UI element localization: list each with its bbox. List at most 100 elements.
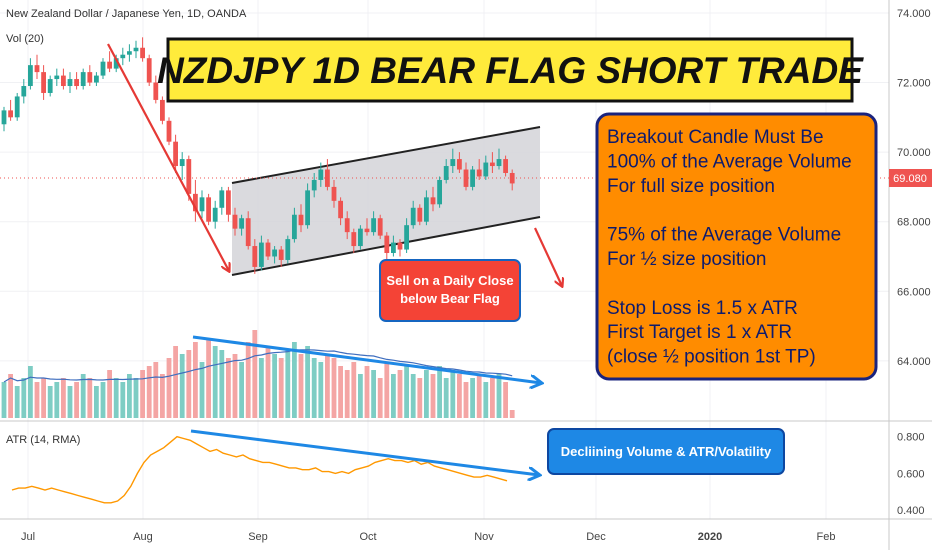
flag-upper-line [231,126,541,184]
sell-box [379,259,521,322]
volume-bar [377,378,383,418]
candle [417,204,423,226]
candle [305,183,310,229]
info-line: 100% of the Average Volume [607,151,852,172]
time-tick-label: Oct [359,531,376,543]
candle [160,96,165,125]
volume-bar [67,386,73,418]
volume-bar [443,378,449,418]
candle [80,68,86,90]
volume-bar [305,346,310,418]
volume-bar [61,378,66,418]
candle [318,162,324,187]
atr-tick-label: 0.600 [897,468,925,480]
volume-bar [146,366,152,418]
candle [193,179,198,222]
candle [463,162,469,191]
volume-bar [199,362,205,418]
volume-bar [87,378,93,418]
candle [496,148,502,170]
declining-box [547,428,785,475]
info-box [595,112,878,381]
candle [292,207,297,243]
candle [272,246,277,264]
volume-bar [47,386,53,418]
symbol-label: New Zealand Dollar / Japanese Yen, 1D, O… [6,8,247,20]
volume-bar [318,362,324,418]
candle [47,75,53,97]
candle [371,211,376,236]
time-tick-label: Aug [133,531,153,543]
sell-line-2: below Bear Flag [400,291,500,306]
candle [120,47,126,66]
volume-bar [325,354,330,418]
title-box [166,37,854,103]
candle [437,176,442,208]
candle [179,152,185,180]
volume-bar [1,382,7,418]
candle [21,79,27,104]
price-tick-label: 72.000 [897,78,931,90]
candle [1,106,7,132]
volume-bar [186,350,192,418]
info-line: Breakout Candle Must Be [607,127,824,148]
volume-bar [100,382,106,418]
volume-bar [245,342,251,418]
volume-bar [457,374,462,418]
candle [100,58,106,80]
volume-bar [338,366,343,418]
volume-bar [424,370,429,418]
last-price-tag [889,169,932,187]
candle [140,37,145,62]
volume-bar [173,346,178,418]
sell-line-1: Sell on a Daily Close [386,273,513,288]
candle [351,228,357,254]
atr-line [11,435,508,504]
volume-bar [54,382,60,418]
candle [397,239,403,257]
volume-bar [384,362,390,418]
info-line: Stop Loss is 1.5 x ATR [607,298,798,319]
candle [34,54,40,80]
info-line: For full size position [607,176,775,197]
candle [384,232,390,260]
candle [298,204,304,233]
candle [87,65,93,87]
candles [1,37,515,274]
volume-bar [404,366,409,418]
time-tick-label: Jul [21,531,35,543]
time-tick-label: 2020 [698,531,722,543]
info-line: (close ½ position 1st TP) [607,347,816,368]
candle [404,218,409,254]
price-tick-label: 70.000 [897,147,931,159]
candle [311,172,317,198]
candle [443,159,449,184]
candle [219,186,225,215]
volume-bar [206,338,211,418]
candle [265,239,271,260]
volume-bar [331,358,337,418]
time-tick-label: Sep [248,531,268,543]
axis-labels: 74.000 72.000 70.000 68.000 66.000 64.000 0.80… [21,8,931,543]
volume-bar [463,382,469,418]
flagpole-arrow [107,43,229,271]
volume-bar [503,382,508,418]
volume-bar [483,382,489,418]
volume-bar [430,374,436,418]
volume-bar [153,362,159,418]
atr-label: ATR (14, RMA) [6,434,80,446]
candle [199,190,205,219]
candle [325,159,330,191]
candle [41,65,46,100]
candle [377,214,383,240]
volume-bars [1,330,515,418]
volume-bar [34,382,40,418]
candle [226,186,231,222]
info-line: 75% of the Average Volume [607,225,841,246]
candle [344,211,350,240]
volume-bar [410,374,416,418]
candle [107,51,112,73]
candle [430,186,436,212]
volume-bar [252,330,258,418]
